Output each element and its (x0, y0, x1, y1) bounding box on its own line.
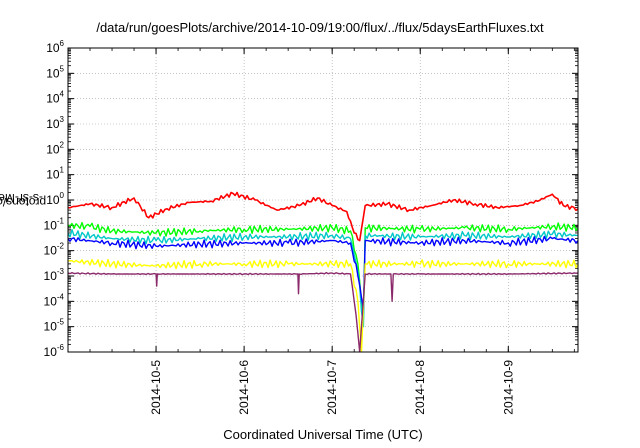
plot-frame (67, 47, 579, 353)
y-tick-label: 10-3 (44, 267, 65, 283)
y-tick-label: 106 (46, 39, 64, 55)
y-tick-label: 104 (46, 90, 64, 106)
x-tick-label: 2014-10-5 (149, 360, 163, 415)
y-tick-label: 10-1 (44, 216, 65, 232)
x-axis-label: Coordinated Universal Time (UTC) (223, 427, 423, 442)
series-line-5 (68, 258, 578, 352)
y-tick-label: 10-2 (44, 242, 65, 258)
y-tick-label: 10-5 (44, 318, 65, 334)
series-line-2 (68, 221, 578, 320)
y-tick-label: 10-6 (44, 343, 65, 359)
x-tick-label: 2014-10-6 (237, 360, 251, 415)
y-tick-label: 10-4 (44, 292, 65, 308)
x-tick-label: 2014-10-9 (501, 360, 515, 415)
y-tick-label: 103 (46, 115, 64, 131)
x-tick-label: 2014-10-7 (325, 360, 339, 415)
series-line-6 (68, 271, 578, 352)
y-tick-label: 102 (46, 140, 64, 156)
chart-title: /data/run/goesPlots/archive/2014-10-09/1… (96, 20, 544, 35)
series-line-3 (68, 229, 578, 328)
series-group (68, 191, 578, 352)
y-tick-label: 105 (46, 64, 64, 80)
series-line-1 (68, 191, 578, 242)
series-line-4 (68, 235, 578, 310)
y-tick-label: 101 (46, 166, 64, 182)
x-tick-label: 2014-10-8 (413, 360, 427, 415)
y-tick-label: 100 (46, 191, 64, 207)
